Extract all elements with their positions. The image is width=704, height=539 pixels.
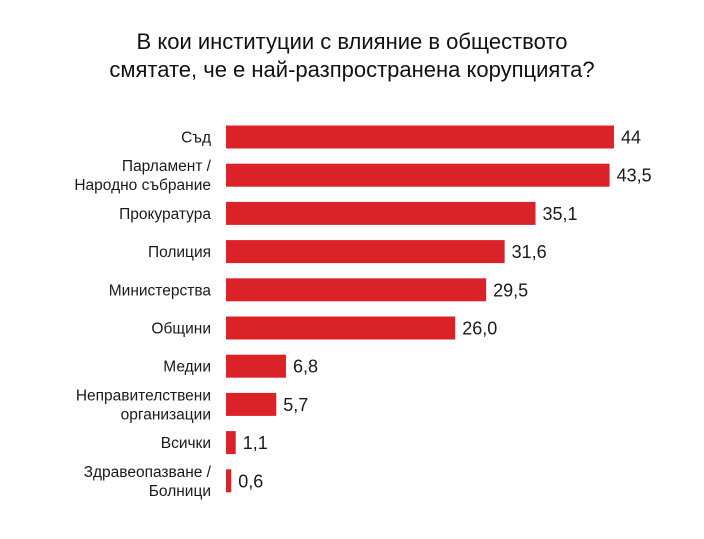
category-label-8-line-2: организации: [121, 406, 211, 423]
category-label-10-line-1: Здравеопазване /: [84, 464, 212, 481]
value-label-4: 31,6: [512, 242, 547, 262]
bar-4: [226, 240, 505, 264]
value-label-8: 5,7: [283, 395, 308, 415]
category-label-2-line-2: Народно събрание: [74, 177, 211, 194]
value-label-6: 26,0: [462, 319, 497, 339]
category-label-1: Съд: [181, 130, 211, 147]
category-label-7: Медии: [163, 359, 211, 376]
chart-title-line-2: смятате, че е най-разпространена корупци…: [109, 57, 595, 82]
value-label-5: 29,5: [493, 280, 528, 300]
category-label-5: Министерства: [109, 282, 212, 299]
value-label-1: 44: [621, 128, 641, 148]
bar-2: [226, 163, 610, 187]
value-label-10: 0,6: [238, 471, 263, 491]
category-label-6: Общини: [151, 321, 211, 338]
bar-1: [226, 125, 614, 149]
bar-8: [226, 392, 277, 416]
category-label-10-line-2: Болници: [149, 483, 211, 500]
bar-3: [226, 201, 536, 225]
chart-title-line-1: В кои институции с влияние в обществото: [136, 29, 568, 54]
category-label-9: Всички: [161, 435, 211, 452]
value-label-2: 43,5: [617, 166, 652, 186]
bar-6: [226, 316, 456, 340]
category-label-4: Полиция: [148, 244, 211, 261]
value-label-7: 6,8: [293, 357, 318, 377]
chart-title: В кои институции с влияние в обществото …: [0, 28, 704, 84]
value-label-9: 1,1: [243, 433, 268, 453]
value-label-3: 35,1: [543, 204, 578, 224]
bar-10: [226, 469, 232, 493]
category-label-2-line-1: Парламент /: [122, 158, 212, 175]
category-label-3: Прокуратура: [119, 206, 211, 223]
bar-9: [226, 431, 236, 455]
bar-7: [226, 354, 286, 378]
category-label-8-line-1: Неправителствени: [76, 387, 211, 404]
bar-5: [226, 278, 487, 302]
